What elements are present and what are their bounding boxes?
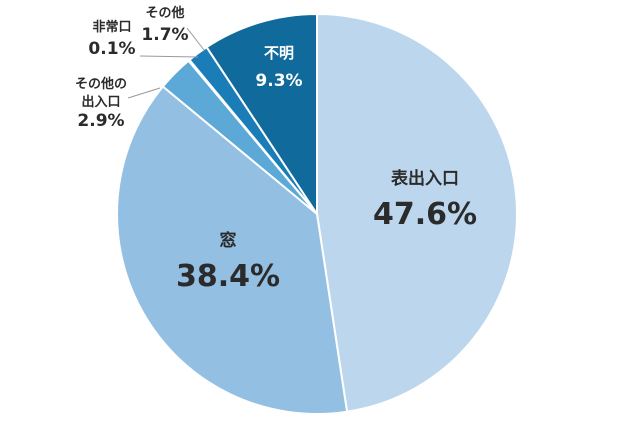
pie-slice-2 <box>116 85 349 415</box>
slice-value-3: 2.9% <box>77 111 124 131</box>
slice-label-4-line-1: 非常口 <box>92 19 131 35</box>
leader-lines <box>127 27 205 99</box>
leader-line-5 <box>186 27 205 51</box>
pie-slice-6 <box>205 12 318 218</box>
slice-label-6-line-1: 不明 <box>264 44 294 62</box>
slice-value-5: 1.7% <box>141 25 188 45</box>
pie-slices <box>116 12 518 415</box>
slice-label-5-line-1: その他 <box>145 5 184 21</box>
slice-value-6: 9.3% <box>255 71 302 91</box>
slice-label-3-line-2: 出入口 <box>81 94 120 110</box>
slice-label-3-line-1: その他の <box>75 76 127 92</box>
pie-slice-1 <box>316 12 518 413</box>
slice-value-4: 0.1% <box>88 39 135 59</box>
slice-label-2-line-1: 窓 <box>220 230 237 251</box>
slice-label-1-line-1: 表出入口 <box>391 168 459 189</box>
leader-line-3 <box>127 87 161 99</box>
slice-value-1: 47.6% <box>373 197 477 232</box>
leader-line-4 <box>139 55 199 58</box>
slice-value-2: 38.4% <box>176 259 280 294</box>
